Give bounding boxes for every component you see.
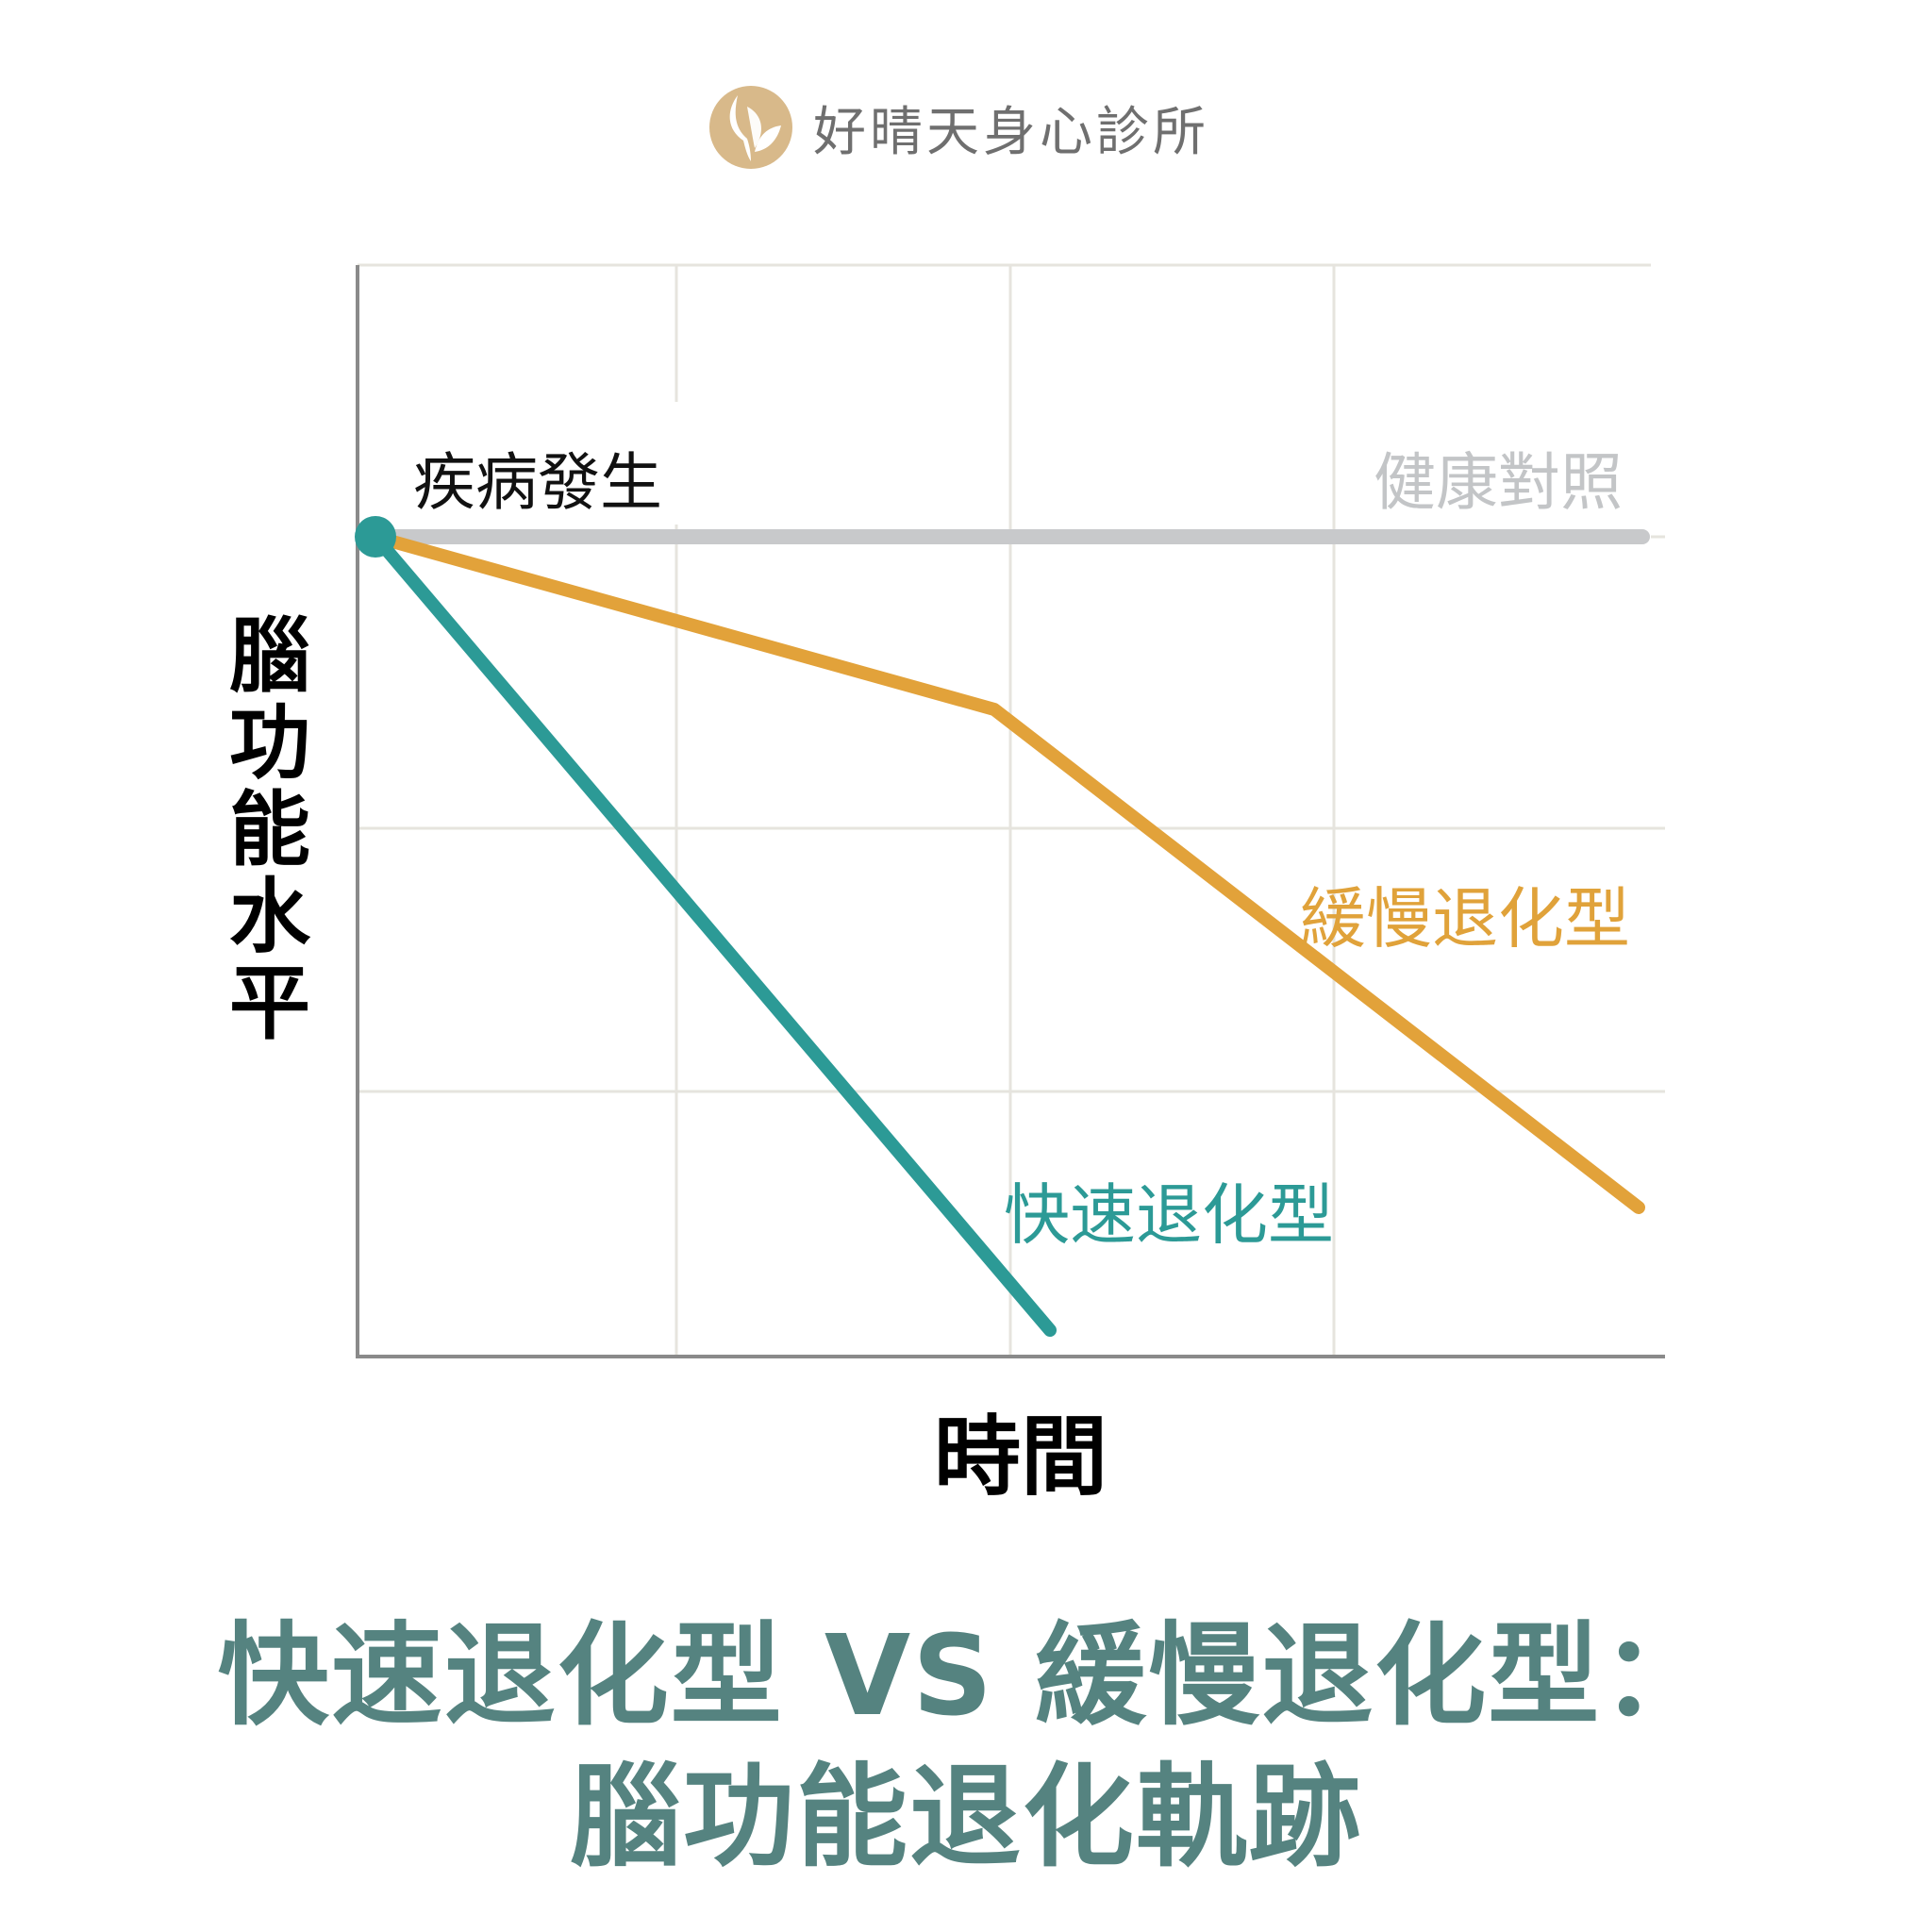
- series-slow-line: [369, 530, 1645, 1214]
- chart-title-line1: 快速退化型 VS 緩慢退化型：: [217, 1610, 1715, 1740]
- y-axis-char: 能: [229, 783, 310, 877]
- clinic-name: 好晴天身心診所: [813, 101, 1209, 163]
- grid: [358, 263, 1665, 1357]
- legend-healthy-label: 健康對照: [1374, 446, 1623, 519]
- clinic-logo: 好晴天身心診所: [709, 85, 1209, 170]
- y-axis-char: 腦: [229, 609, 310, 704]
- y-axis-char: 水: [229, 870, 310, 964]
- legend-slow-label: 緩慢退化型: [1300, 880, 1630, 958]
- y-axis-label: 腦 功 能 水 平: [225, 613, 315, 1047]
- legend-fast-label: 快速退化型: [1004, 1176, 1334, 1254]
- x-axis-label: 時間: [934, 1407, 1108, 1507]
- y-axis-char: 平: [229, 957, 310, 1051]
- onset-marker: [355, 516, 396, 558]
- leaf-sprout-icon: [709, 86, 792, 169]
- chart-title-line2: 腦功能退化軌跡: [569, 1752, 1362, 1882]
- y-axis-char: 功: [229, 696, 310, 791]
- axes: [356, 265, 1665, 1358]
- onset-annotation: 疾病發生: [413, 446, 662, 519]
- series-fast-line: [369, 530, 1057, 1337]
